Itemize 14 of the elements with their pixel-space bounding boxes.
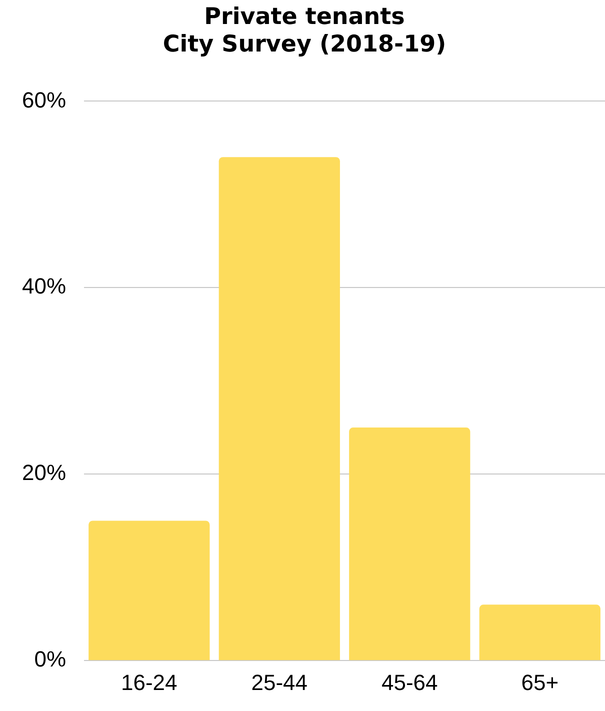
x-tick-label: 16-24 [121, 670, 178, 695]
x-tick-label: 65+ [521, 670, 559, 695]
bar [88, 520, 210, 660]
text: City Survey (2018-19) [162, 31, 446, 58]
y-tick-label: 40% [22, 274, 66, 299]
y-tick-label: 60% [22, 87, 66, 112]
y-tick-label: 0% [34, 646, 66, 672]
x-tick-label: 25-44 [251, 670, 308, 695]
text: Private tenants [204, 4, 405, 30]
x-tick-label: 45-64 [381, 670, 438, 695]
bar [479, 604, 600, 660]
bar [218, 157, 340, 660]
y-tick-label: 20% [22, 460, 66, 486]
bar [349, 428, 470, 660]
